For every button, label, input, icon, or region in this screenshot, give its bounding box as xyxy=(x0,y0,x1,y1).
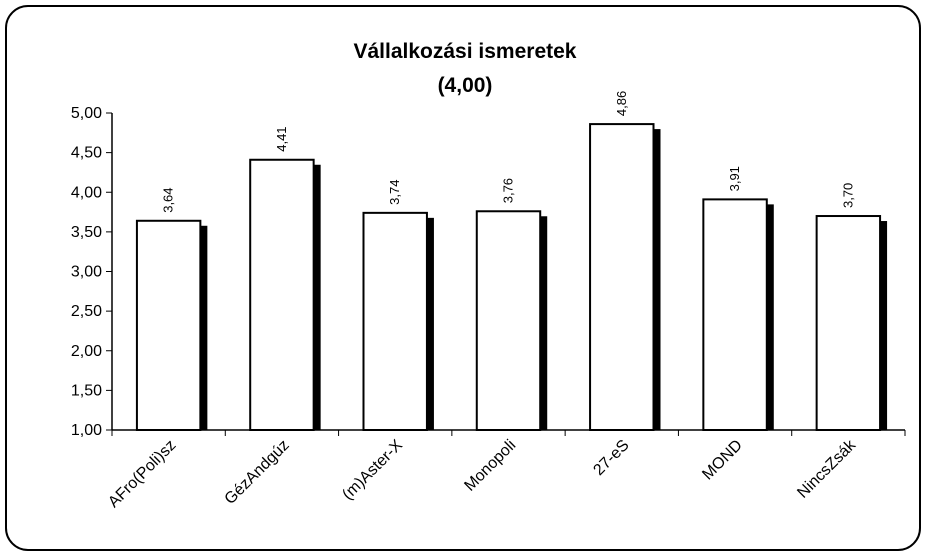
value-label: 3,70 xyxy=(840,183,855,208)
y-tick-label: 1,50 xyxy=(71,382,102,399)
bar xyxy=(249,158,315,431)
y-tick-label: 4,00 xyxy=(71,184,102,201)
value-label: 3,74 xyxy=(387,180,402,205)
bar xyxy=(135,219,202,431)
y-tick-label: 3,50 xyxy=(71,224,102,241)
value-label: 4,41 xyxy=(274,126,289,151)
y-tick-label: 4,50 xyxy=(71,145,102,162)
y-tick-label: 2,50 xyxy=(71,303,102,320)
y-tick-label: 1,00 xyxy=(71,422,102,439)
chart-title: Vállalkozási ismeretek xyxy=(354,40,577,63)
value-label: 3,76 xyxy=(501,178,516,203)
y-tick-label: 2,00 xyxy=(71,343,102,360)
y-tick-label: 3,00 xyxy=(71,264,102,281)
bar xyxy=(815,215,882,431)
y-tick-label: 5,00 xyxy=(71,105,102,122)
value-label: 3,64 xyxy=(161,187,176,212)
bar xyxy=(362,211,428,431)
chart-frame xyxy=(5,5,921,551)
bar xyxy=(702,198,768,431)
bar xyxy=(475,210,542,431)
bar xyxy=(589,123,655,431)
value-label: 3,91 xyxy=(727,166,742,191)
value-label: 4,86 xyxy=(614,91,629,116)
chart-subtitle: (4,00) xyxy=(438,74,493,97)
